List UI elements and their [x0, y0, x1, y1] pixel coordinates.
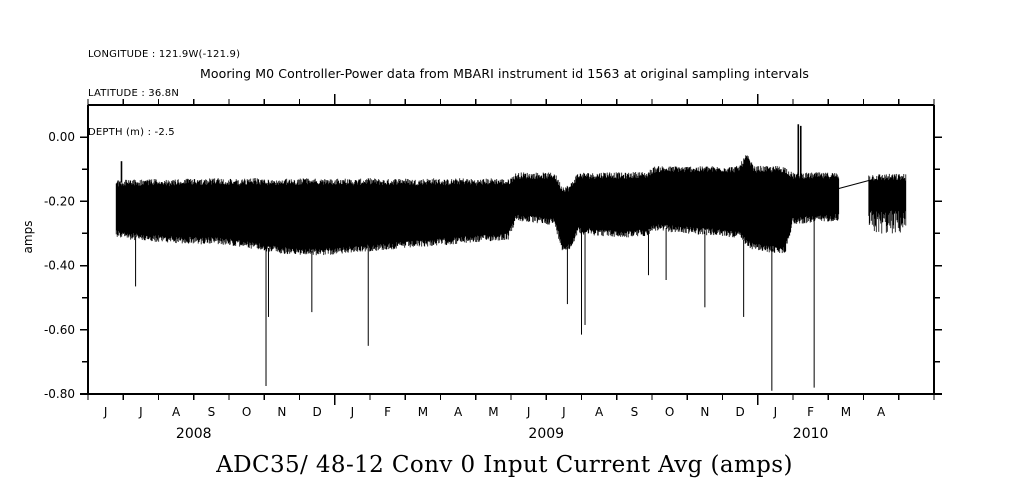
x-month-label: A: [595, 405, 604, 419]
upward-spikes: [120, 124, 802, 183]
noise-band: [115, 155, 840, 256]
x-year-label: 2009: [528, 426, 564, 442]
x-month-label: J: [350, 405, 355, 419]
x-month-label: A: [877, 405, 886, 419]
plot-title: Mooring M0 Controller-Power data from MB…: [199, 66, 810, 81]
y-tick-label: -0.20: [44, 194, 75, 208]
y-tick-label: -0.80: [44, 387, 75, 401]
x-month-label: J: [526, 405, 531, 419]
y-axis-tick-labels: 0.00 -0.20 -0.40 -0.60 -0.80: [44, 130, 75, 401]
tail-noise-block: [868, 173, 907, 234]
y-tick-label: 0.00: [48, 130, 75, 144]
y-axis-ticks: [80, 136, 942, 395]
x-month-label: N: [700, 405, 709, 419]
x-month-label: F: [384, 405, 391, 419]
latitude-text: LATITUDE : 36.8N: [88, 88, 180, 99]
x-month-label: F: [807, 405, 814, 419]
x-month-label: A: [454, 405, 463, 419]
x-month-label: S: [631, 405, 639, 419]
data-layer: [115, 124, 907, 391]
x-month-label: O: [242, 405, 251, 419]
x-year-label: 2010: [793, 426, 829, 442]
x-axis-year-labels: 2008 2009 2010: [176, 426, 829, 442]
depth-text: DEPTH (m) : -2.5: [88, 127, 175, 138]
x-month-label: J: [773, 405, 778, 419]
x-month-label: D: [313, 405, 322, 419]
x-axis-ticks: [87, 94, 935, 405]
x-month-label: A: [172, 405, 181, 419]
downward-spikes: [135, 218, 815, 391]
x-month-label: M: [841, 405, 851, 419]
axis-frame: [87, 104, 935, 395]
x-month-label: D: [736, 405, 745, 419]
x-month-label: O: [665, 405, 674, 419]
y-tick-label: -0.40: [44, 259, 75, 273]
x-month-label: J: [561, 405, 566, 419]
x-month-label: J: [138, 405, 143, 419]
data-gap-connector: [838, 179, 869, 189]
x-month-label: M: [488, 405, 498, 419]
x-month-label: J: [103, 405, 108, 419]
x-month-label: N: [277, 405, 286, 419]
x-month-label: M: [418, 405, 428, 419]
x-year-label: 2008: [176, 426, 212, 442]
y-tick-label: -0.60: [44, 323, 75, 337]
station-metadata: LONGITUDE : 121.9W(-121.9) LATITUDE : 36…: [88, 22, 240, 152]
figure-caption: ADC35/ 48-12 Conv 0 Input Current Avg (a…: [216, 452, 793, 478]
longitude-text: LONGITUDE : 121.9W(-121.9): [88, 49, 241, 60]
x-month-label: S: [208, 405, 216, 419]
